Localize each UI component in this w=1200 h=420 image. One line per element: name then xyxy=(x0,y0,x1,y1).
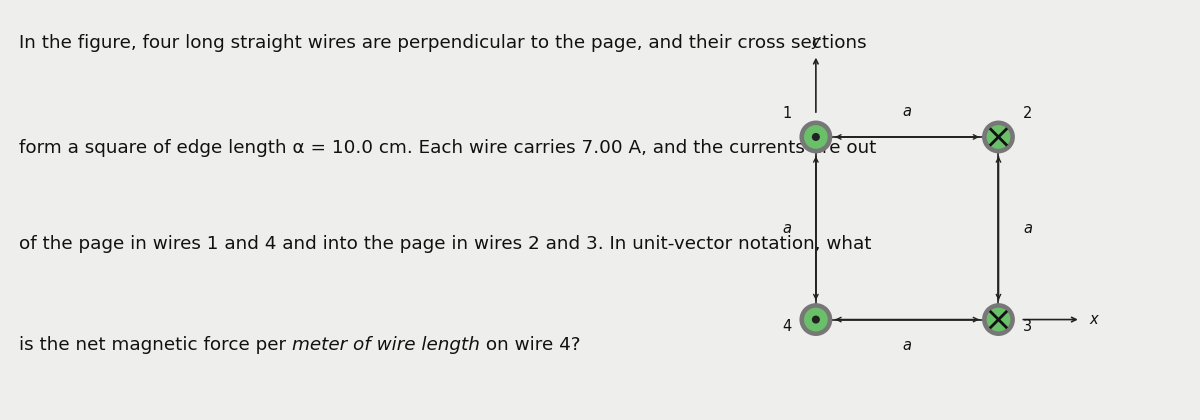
Circle shape xyxy=(812,315,820,323)
Text: is the net magnetic force per: is the net magnetic force per xyxy=(19,336,292,354)
Circle shape xyxy=(804,308,828,331)
Text: 3: 3 xyxy=(1024,319,1032,334)
Circle shape xyxy=(799,121,833,153)
Text: on wire 4?: on wire 4? xyxy=(480,336,581,354)
Text: a: a xyxy=(782,221,791,236)
Circle shape xyxy=(986,308,1010,331)
Circle shape xyxy=(982,121,1015,153)
Text: a: a xyxy=(902,104,912,119)
Text: a: a xyxy=(1024,221,1032,236)
Text: 1: 1 xyxy=(782,106,791,121)
Text: In the figure, four long straight wires are perpendicular to the page, and their: In the figure, four long straight wires … xyxy=(19,34,866,52)
Text: of the page in wires 1 and 4 and into the page in wires 2 and 3. In unit-vector : of the page in wires 1 and 4 and into th… xyxy=(19,235,871,253)
Text: form a square of edge length α = 10.0 cm. Each wire carries 7.00 A, and the curr: form a square of edge length α = 10.0 cm… xyxy=(19,139,876,157)
Text: a: a xyxy=(902,338,912,353)
Text: 2: 2 xyxy=(1024,106,1032,121)
Circle shape xyxy=(812,133,820,141)
Circle shape xyxy=(982,303,1015,336)
Circle shape xyxy=(986,125,1010,149)
Text: x: x xyxy=(1090,312,1098,327)
Text: 4: 4 xyxy=(782,319,791,334)
Text: y: y xyxy=(811,34,820,50)
Text: meter of wire length: meter of wire length xyxy=(292,336,480,354)
Circle shape xyxy=(804,125,828,149)
Circle shape xyxy=(799,303,833,336)
